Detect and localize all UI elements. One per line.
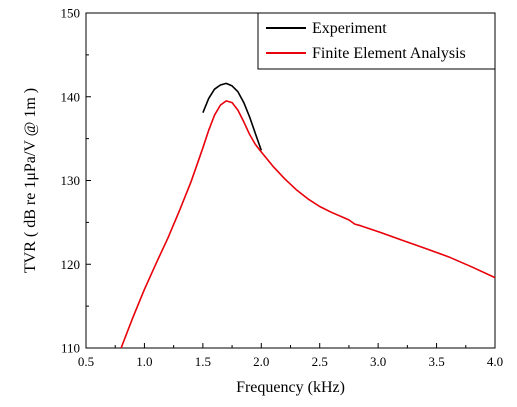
- legend: Experiment Finite Element Analysis: [257, 12, 496, 70]
- series-line-1: [120, 100, 496, 349]
- x-tick-label: 2.0: [253, 354, 269, 369]
- y-axis-ticks: 110 120 130 140 150: [61, 6, 91, 356]
- x-axis-ticks: 0.5 1.0 1.5 2.0 2.5 3.0 3.5 4.0: [78, 343, 503, 369]
- series-layer: [120, 82, 496, 349]
- y-tick-label: 140: [61, 89, 81, 104]
- x-tick-label: 4.0: [487, 354, 503, 369]
- x-tick-label: 1.5: [195, 354, 211, 369]
- x-tick-label: 2.5: [312, 354, 328, 369]
- x-tick-label: 3.0: [370, 354, 386, 369]
- legend-label-fea: Finite Element Analysis: [312, 45, 466, 62]
- plot-area: 0.5 1.0 1.5 2.0 2.5 3.0 3.5 4.0 110 120 130 140 150: [61, 6, 504, 370]
- x-tick-label: 1.0: [136, 354, 152, 369]
- legend-label-experiment: Experiment: [312, 20, 387, 37]
- x-tick-label: 0.5: [78, 354, 94, 369]
- x-axis-title: Frequency (kHz): [236, 379, 345, 396]
- x-tick-label: 3.5: [428, 354, 444, 369]
- y-tick-label: 130: [61, 173, 81, 188]
- y-tick-label: 110: [61, 341, 80, 356]
- y-axis-title: TVR ( dB re 1μPa/V @ 1m ): [22, 88, 39, 273]
- series-line-0: [202, 82, 263, 151]
- y-tick-label: 150: [61, 6, 81, 21]
- y-tick-label: 120: [61, 257, 81, 272]
- legend-box: [257, 12, 496, 70]
